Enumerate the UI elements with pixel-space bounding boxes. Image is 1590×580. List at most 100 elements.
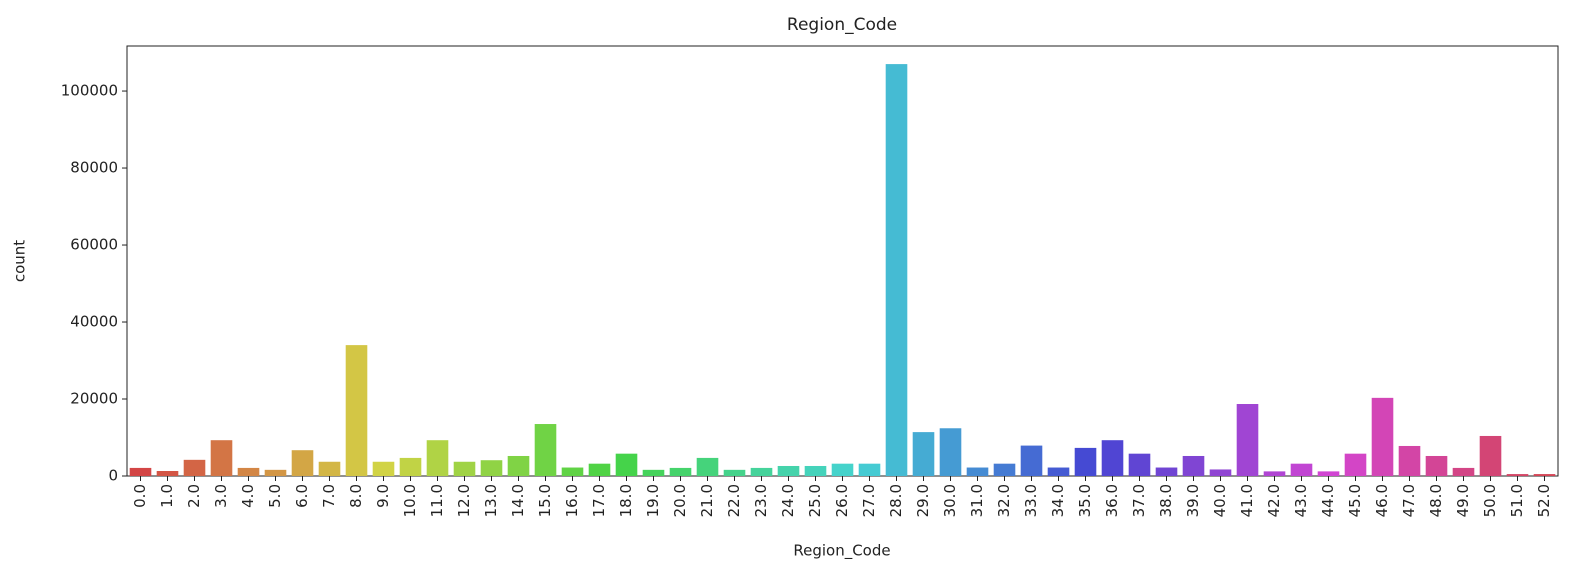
bar [183, 459, 206, 476]
bar [723, 469, 746, 476]
bar [1074, 447, 1097, 476]
bar [966, 467, 989, 476]
bar [480, 460, 503, 476]
bar [1344, 453, 1367, 476]
x-tick-label: 23.0 [752, 484, 770, 517]
plot-frame [126, 45, 1559, 477]
x-tick-label: 3.0 [212, 484, 230, 508]
x-tick-label: 16.0 [563, 484, 581, 517]
x-tick-label: 31.0 [968, 484, 986, 517]
bar [1128, 453, 1151, 476]
x-tick-label: 34.0 [1049, 484, 1067, 517]
bar [507, 455, 530, 476]
bar [426, 440, 449, 476]
y-tick-label: 80000 [70, 159, 118, 177]
x-tick-label: 25.0 [806, 484, 824, 517]
bar [1371, 397, 1394, 476]
x-tick-label: 51.0 [1508, 484, 1526, 517]
y-tick-label: 40000 [70, 313, 118, 331]
bar [1182, 455, 1205, 476]
x-tick-label: 28.0 [887, 484, 905, 517]
x-tick-label: 37.0 [1130, 484, 1148, 517]
x-tick-label: 24.0 [779, 484, 797, 517]
y-tick-label: 60000 [70, 236, 118, 254]
bar [1425, 455, 1448, 476]
bar [750, 467, 773, 476]
bar [156, 470, 179, 476]
bar [291, 450, 314, 476]
x-tick-label: 6.0 [293, 484, 311, 508]
x-axis-label: Region_Code [793, 542, 890, 561]
x-tick-label: 41.0 [1238, 484, 1256, 517]
bar [561, 467, 584, 476]
bar [1398, 445, 1421, 476]
x-tick-label: 52.0 [1535, 484, 1553, 517]
x-tick-label: 1.0 [158, 484, 176, 508]
bar [858, 463, 881, 476]
bar [210, 440, 233, 476]
x-tick-label: 42.0 [1265, 484, 1283, 517]
x-tick-label: 38.0 [1157, 484, 1175, 517]
bar [1533, 474, 1556, 476]
x-tick-label: 13.0 [482, 484, 500, 517]
bar [453, 461, 476, 476]
bar [1209, 469, 1232, 476]
x-tick-label: 44.0 [1319, 484, 1337, 517]
x-tick-label: 4.0 [239, 484, 257, 508]
bar [1047, 467, 1070, 476]
bar [831, 463, 854, 476]
x-tick-label: 12.0 [455, 484, 473, 517]
x-tick-label: 17.0 [590, 484, 608, 517]
x-tick-label: 32.0 [995, 484, 1013, 517]
x-tick-label: 2.0 [185, 484, 203, 508]
x-tick-label: 47.0 [1400, 484, 1418, 517]
x-tick-label: 10.0 [401, 484, 419, 517]
x-tick-label: 5.0 [266, 484, 284, 508]
y-tick-label: 100000 [61, 82, 118, 100]
x-tick-label: 39.0 [1184, 484, 1202, 517]
bar [264, 469, 287, 476]
bar [1452, 467, 1475, 476]
y-axis-label: count [11, 240, 29, 282]
bar [534, 424, 557, 476]
y-tick-label: 0 [108, 467, 118, 485]
bar [993, 463, 1016, 476]
bar [642, 469, 665, 476]
x-tick-label: 43.0 [1292, 484, 1310, 517]
x-tick-label: 50.0 [1481, 484, 1499, 517]
x-tick-label: 20.0 [671, 484, 689, 517]
x-tick-label: 15.0 [536, 484, 554, 517]
x-tick-label: 8.0 [347, 484, 365, 508]
bar [939, 428, 962, 476]
bar [669, 467, 692, 476]
bar [1506, 474, 1529, 476]
bar [1263, 471, 1286, 476]
bar [588, 463, 611, 476]
x-tick-label: 45.0 [1346, 484, 1364, 517]
x-tick-label: 14.0 [509, 484, 527, 517]
x-tick-label: 11.0 [428, 484, 446, 517]
bar [1101, 440, 1124, 476]
bar [885, 64, 908, 476]
bar [777, 465, 800, 476]
x-tick-label: 19.0 [644, 484, 662, 517]
bar [1479, 435, 1502, 476]
bar [318, 461, 341, 476]
x-tick-label: 40.0 [1211, 484, 1229, 517]
x-tick-label: 9.0 [374, 484, 392, 508]
x-tick-label: 46.0 [1373, 484, 1391, 517]
y-tick-label: 20000 [70, 390, 118, 408]
x-tick-label: 30.0 [941, 484, 959, 517]
x-tick-label: 18.0 [617, 484, 635, 517]
bar [1317, 471, 1340, 476]
bar [345, 345, 368, 476]
bar [912, 432, 935, 476]
bar [804, 465, 827, 476]
x-tick-label: 22.0 [725, 484, 743, 517]
bar [399, 457, 422, 476]
x-tick-label: 21.0 [698, 484, 716, 517]
bar [129, 467, 152, 476]
x-tick-label: 29.0 [914, 484, 932, 517]
chart-title: Region_Code [787, 15, 897, 35]
